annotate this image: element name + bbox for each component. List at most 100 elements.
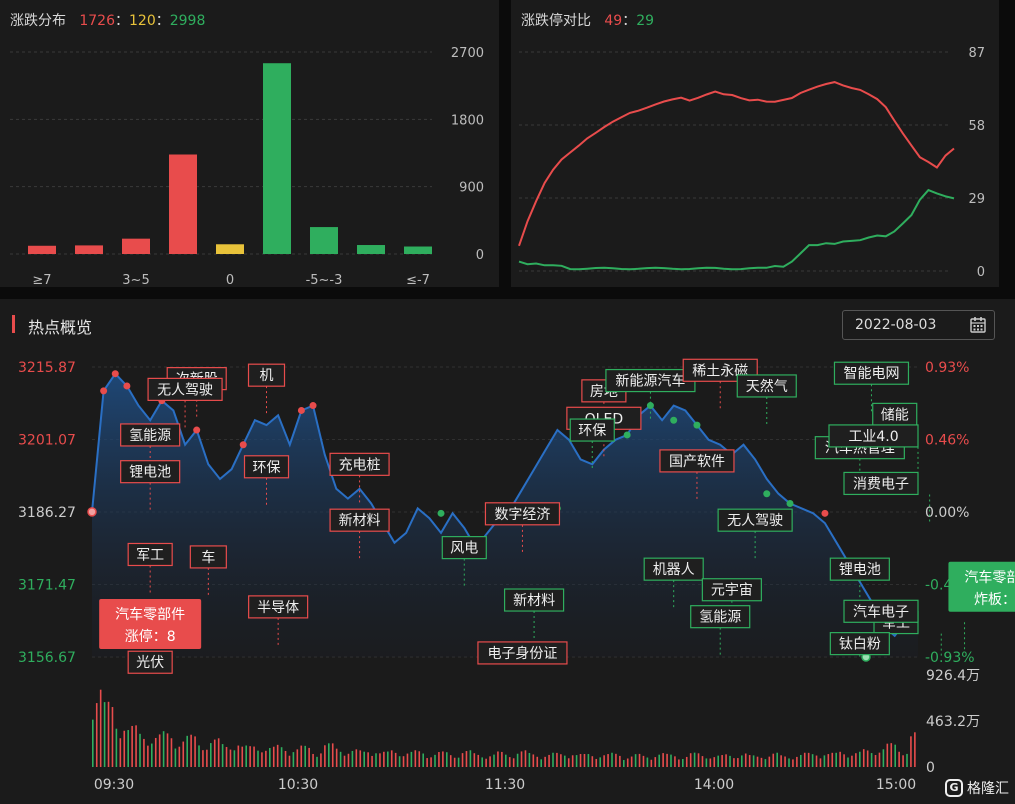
volume-bar — [803, 752, 806, 767]
tag-label: 汽车电子 — [853, 603, 909, 620]
volume-bar — [489, 756, 491, 767]
volume-bar — [453, 757, 456, 767]
volume-bar — [693, 752, 696, 767]
volume-bar — [847, 757, 849, 767]
ratio-y-tick: 0 — [977, 265, 985, 280]
tag-box — [503, 588, 565, 612]
volume-bar — [449, 755, 452, 767]
tag-box — [127, 542, 173, 567]
tag-label: 无人驾驶 — [727, 513, 783, 529]
volume-bar — [784, 756, 786, 767]
dist-flat-count: 120 — [129, 13, 156, 29]
tag-box — [247, 363, 286, 387]
volume-bar — [241, 746, 244, 767]
callout-line2: 涨停：8 — [125, 628, 176, 645]
volume-bar — [859, 751, 861, 767]
volume-bar — [331, 743, 334, 767]
limit-up-dot — [100, 387, 108, 395]
volume-bar — [324, 745, 326, 767]
volume-bar — [103, 702, 106, 767]
tag-label: 电子身份证 — [487, 646, 557, 662]
volume-bar — [835, 752, 837, 767]
volume-bar — [99, 689, 102, 767]
volume-bar — [280, 747, 283, 767]
tag-label: 充电桩 — [339, 456, 381, 473]
ratio-series-line — [518, 188, 955, 271]
volume-bar — [906, 753, 908, 767]
volume-bar — [619, 755, 621, 767]
brand-logo: G 格隆汇 — [945, 778, 1009, 798]
tag-label: 机器人 — [653, 562, 695, 578]
date-picker[interactable]: 2022-08-03 — [842, 310, 995, 340]
volume-bar — [434, 754, 436, 767]
callout-box — [948, 561, 1015, 612]
volume-bar — [398, 756, 401, 767]
volume-bar — [347, 753, 350, 767]
volume-bar — [800, 754, 802, 767]
volume-bar — [115, 728, 118, 767]
tag-box — [248, 595, 309, 619]
volume-bar — [390, 750, 393, 767]
hot-y-tick-left: 3171.47 — [18, 578, 76, 594]
ratio-series-line — [518, 81, 955, 247]
volume-tick: 926.4万 — [926, 668, 980, 684]
volume-bar — [792, 759, 794, 767]
limit-up-dot — [111, 370, 119, 378]
tag-box — [189, 545, 227, 569]
volume-bar — [823, 755, 826, 767]
limit-down-dot — [693, 421, 701, 429]
hot-y-tick-left: 3186.27 — [18, 505, 76, 521]
tag-box — [717, 508, 793, 532]
volume-bar — [481, 757, 483, 767]
tag-box — [120, 423, 181, 447]
volume-bar — [646, 757, 649, 767]
ratio-sep: ： — [622, 13, 637, 29]
volume-bar — [807, 752, 810, 767]
tag-label: 国产软件 — [669, 454, 725, 470]
volume-bar — [626, 758, 629, 767]
dist-panel: 涨跌分布 1726：120：2998 2700 1800 900 0 ≥7 3~5 0 -5~… — [0, 0, 499, 287]
tag-label: 环保 — [578, 423, 606, 439]
volume-bar — [296, 749, 299, 767]
dist-bar — [263, 63, 291, 254]
volume-bar — [678, 759, 680, 767]
volume-bar — [151, 743, 153, 767]
volume-bar — [532, 754, 535, 767]
volume-bar — [650, 759, 653, 767]
volume-bar — [886, 743, 889, 767]
volume-bar — [107, 701, 110, 767]
volume-bar — [135, 725, 137, 767]
dist-title-row: 涨跌分布 1726：120：2998 — [10, 10, 205, 30]
volume-bar — [272, 746, 275, 767]
volume-bar — [866, 750, 869, 767]
volume-bar — [579, 753, 582, 767]
limit-down-dot — [763, 490, 771, 498]
volume-tick: 0 — [926, 760, 935, 776]
ratio-y-tick: 29 — [968, 192, 985, 207]
volume-bar — [768, 756, 771, 767]
volume-bar — [328, 743, 330, 767]
volume-bar — [642, 755, 645, 767]
volume-bar — [516, 753, 519, 767]
volume-bar — [567, 758, 570, 767]
volume-bar — [186, 735, 188, 767]
tag-label: 半导体 — [257, 600, 299, 616]
ratio-y-tick: 58 — [968, 119, 985, 134]
volume-bar — [689, 753, 692, 767]
volume-bar — [630, 756, 633, 767]
volume-bar — [552, 752, 554, 767]
hot-x-tick: 14:00 — [694, 777, 734, 793]
volume-bar — [697, 753, 700, 767]
dist-bar — [357, 245, 385, 254]
hot-title: 热点概览 — [28, 318, 93, 337]
calendar-icon[interactable] — [970, 316, 986, 333]
volume-bar — [123, 730, 126, 767]
volume-bar — [143, 738, 145, 767]
ratio-title-row: 涨跌停对比 49：29 — [521, 10, 654, 30]
limit-up-dot — [239, 441, 247, 449]
limit-down-dot — [437, 509, 445, 517]
volume-bar — [308, 747, 310, 767]
dist-title: 涨跌分布 — [10, 13, 66, 29]
limit-up-dot — [123, 382, 131, 390]
volume-tick: 463.2万 — [926, 714, 980, 730]
